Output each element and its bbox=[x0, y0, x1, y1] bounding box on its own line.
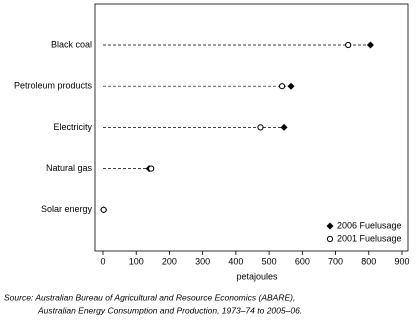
x-tick-label: 300 bbox=[195, 256, 210, 266]
diamond-marker bbox=[366, 41, 374, 49]
diamond-marker bbox=[326, 222, 334, 230]
x-tick-label: 200 bbox=[162, 256, 177, 266]
category-label: Natural gas bbox=[46, 163, 93, 173]
circle-marker bbox=[148, 165, 155, 172]
circle-marker bbox=[100, 206, 107, 213]
circle-marker bbox=[326, 235, 334, 243]
legend-label: 2001 Fuelusage bbox=[337, 233, 402, 243]
diamond-marker bbox=[287, 82, 295, 90]
x-tick-label: 600 bbox=[295, 256, 310, 266]
category-label: Black coal bbox=[51, 39, 92, 49]
x-axis-label: petajoules bbox=[236, 271, 278, 281]
x-tick-label: 500 bbox=[262, 256, 277, 266]
x-tick-label: 700 bbox=[328, 256, 343, 266]
category-label: Petroleum products bbox=[14, 81, 93, 91]
x-tick-label: 900 bbox=[394, 256, 409, 266]
category-label: Electricity bbox=[53, 122, 92, 132]
source-line: Australian Energy Consumption and Produc… bbox=[37, 305, 302, 315]
x-tick-label: 800 bbox=[361, 256, 376, 266]
x-tick-label: 400 bbox=[228, 256, 243, 266]
circle-marker bbox=[257, 124, 264, 131]
circle-marker bbox=[278, 83, 286, 90]
diamond-marker bbox=[280, 123, 288, 131]
circle-marker bbox=[345, 41, 352, 49]
legend-label: 2006 Fuelusage bbox=[337, 220, 402, 230]
plot-frame bbox=[94, 3, 409, 252]
x-tick-label: 100 bbox=[129, 256, 144, 266]
category-label: Solar energy bbox=[41, 204, 93, 214]
x-tick-label: 0 bbox=[100, 256, 105, 266]
source-line: Source: Australian Bureau of Agricultura… bbox=[4, 292, 295, 302]
